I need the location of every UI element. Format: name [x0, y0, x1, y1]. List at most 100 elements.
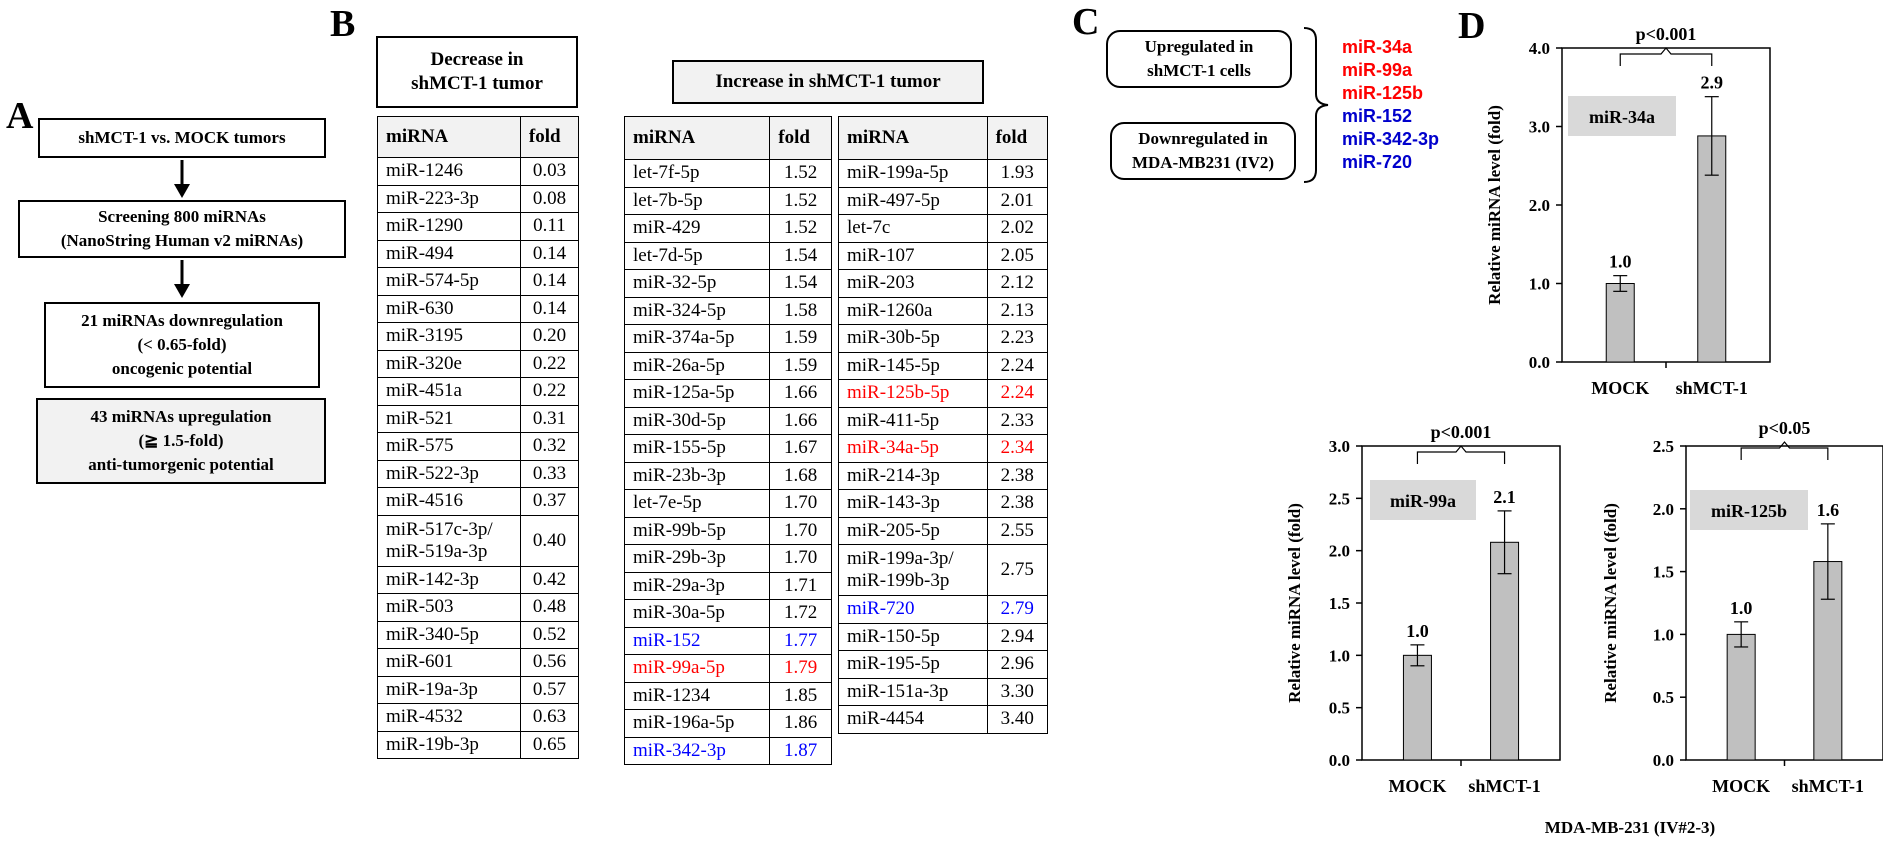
increase-rows-1-row: miR-32-5p 1.54	[623, 269, 832, 298]
y-axis-label: Relative miRNA level (fold)	[1285, 503, 1304, 703]
mirna-name: miR-152	[623, 626, 771, 655]
mirna-name: miR-29a-3p	[623, 571, 771, 600]
mirna-name: miR-29b-3p	[623, 544, 771, 573]
increase-rows-2-row: miR-214-3p 2.38	[838, 461, 1049, 490]
mirna-name: miR-503	[377, 593, 521, 622]
decrease-rows-row: miR-223-3p 0.08	[377, 184, 580, 213]
increase-rows-1-row: miR-196a-5p 1.86	[623, 709, 832, 738]
bar-chart-mir-125b: 0.0 0.5 1.0 1.5 2.0 2.5 Relative miRNA level (…	[1601, 418, 1883, 796]
panel-label-a: A	[6, 95, 34, 137]
fold-value: 1.67	[769, 434, 832, 463]
increase-rows-1-row: let-7b-5p 1.52	[623, 186, 832, 215]
fold-value: 2.34	[986, 434, 1049, 463]
bar-mock	[1726, 633, 1756, 761]
increase-rows-2-row: miR-4454 3.40	[838, 705, 1049, 734]
increase-rows-2-row: miR-125b-5p 2.24	[838, 379, 1049, 408]
decrease-rows-row: miR-601 0.56	[377, 648, 580, 677]
increase1-col-fold: fold	[769, 116, 832, 160]
mirna-name: miR-720	[838, 595, 988, 624]
decrease-rows-row: miR-451a 0.22	[377, 377, 580, 406]
mirna-name: let-7e-5p	[623, 489, 771, 518]
fold-value: 0.31	[519, 404, 580, 433]
fold-value: 2.75	[986, 544, 1049, 596]
value-label: 1.0	[1609, 252, 1632, 272]
y-tick-label: 1.0	[1653, 625, 1674, 644]
fold-value: 0.56	[519, 648, 580, 677]
increase-rows-1-row: miR-26a-5p 1.59	[623, 351, 832, 380]
increase-rows-1-row: miR-429 1.52	[623, 214, 832, 243]
fold-value: 3.30	[986, 677, 1049, 706]
fold-value: 2.12	[986, 269, 1049, 298]
fold-value: 0.57	[519, 675, 580, 704]
decrease-rows-row: miR-3195 0.20	[377, 322, 580, 351]
mirna-name: miR-32-5p	[623, 269, 771, 298]
fold-value: 1.87	[769, 736, 832, 765]
cell-line-caption: MDA-MB-231 (IV#2-3)	[1544, 818, 1716, 837]
fold-value: 2.05	[986, 241, 1049, 270]
decrease-rows-row: miR-575 0.32	[377, 432, 580, 461]
upregulated-box: Upregulated in shMCT-1 cells	[1106, 30, 1292, 88]
decrease-rows-row: miR-521 0.31	[377, 404, 580, 433]
increase-rows-2-row: miR-143-3p 2.38	[838, 489, 1049, 518]
y-tick-label: 0.5	[1329, 699, 1350, 718]
panel-label-b: B	[330, 3, 356, 45]
mirna-name: miR-203	[838, 269, 988, 298]
fold-value: 2.38	[986, 489, 1049, 518]
bar-shmct-1	[1490, 541, 1520, 761]
mirna-name: miR-574-5p	[377, 267, 521, 296]
increase-rows-1-row: miR-99b-5p 1.70	[623, 516, 832, 545]
fold-value: 1.93	[986, 159, 1049, 188]
fold-value: 0.40	[519, 514, 580, 567]
increase-rows-1-row: miR-29a-3p 1.71	[623, 571, 832, 600]
flow-box-down-line2: (< 0.65-fold)	[137, 335, 227, 354]
increase-rows-2-row: miR-107 2.05	[838, 241, 1049, 270]
fold-value: 1.58	[769, 296, 832, 325]
fold-value: 3.40	[986, 705, 1049, 734]
increase-rows-1-row: miR-30d-5p 1.66	[623, 406, 832, 435]
decrease-rows-row: miR-517c-3p/ miR-519a-3p 0.40	[377, 514, 580, 567]
fold-value: 1.70	[769, 516, 832, 545]
category-label: MOCK	[1388, 776, 1446, 796]
flow-box-downregulation: 21 miRNAs downregulation (< 0.65-fold) o…	[44, 302, 320, 388]
fold-value: 1.77	[769, 626, 832, 655]
y-tick-label: 1.5	[1329, 594, 1350, 613]
fold-value: 0.65	[519, 730, 580, 759]
significance-bracket	[1416, 445, 1506, 464]
fold-value: 2.79	[986, 595, 1049, 624]
value-label: 2.9	[1701, 73, 1724, 93]
mirna-name: miR-451a	[377, 377, 521, 406]
mirna-name: miR-26a-5p	[623, 351, 771, 380]
decrease-title-line2: shMCT-1 tumor	[411, 73, 543, 94]
fold-value: 0.22	[519, 377, 580, 406]
increase-rows-2-row: miR-145-5p 2.24	[838, 351, 1049, 380]
upregulated-line2: shMCT-1 cells	[1147, 61, 1251, 80]
decrease-rows-row: miR-320e 0.22	[377, 349, 580, 378]
increase-rows-2-row: let-7c 2.02	[838, 214, 1049, 243]
mirna-name: miR-143-3p	[838, 489, 988, 518]
mirna-name: miR-99a-5p	[623, 654, 771, 683]
y-tick-label: 1.0	[1529, 275, 1550, 294]
fold-value: 1.72	[769, 599, 832, 628]
downregulated-line1: Downregulated in	[1138, 129, 1268, 148]
mirna-name: miR-23b-3p	[623, 461, 771, 490]
increase-rows-1-row: miR-152 1.77	[623, 626, 832, 655]
mirna-name: let-7d-5p	[623, 241, 771, 270]
increase-rows-2-row: miR-195-5p 2.96	[838, 650, 1049, 679]
mirna-name: miR-521	[377, 404, 521, 433]
fold-value: 1.59	[769, 351, 832, 380]
y-axis-label: Relative miRNA level (fold)	[1601, 503, 1620, 703]
mirna-name: miR-99b-5p	[623, 516, 771, 545]
decrease-rows-row: miR-503 0.48	[377, 593, 580, 622]
increase-rows-2-row: miR-34a-5p 2.34	[838, 434, 1049, 463]
mirna-name: miR-1260a	[838, 296, 988, 325]
mirna-name: miR-1290	[377, 212, 521, 241]
decrease-rows-row: miR-340-5p 0.52	[377, 620, 580, 649]
increase-title-box: Increase in shMCT-1 tumor	[672, 60, 984, 104]
mirna-label: miR-34a	[1589, 107, 1655, 127]
mirna-name: miR-374a-5p	[623, 324, 771, 353]
fold-value: 0.08	[519, 184, 580, 213]
y-tick-label: 0.0	[1529, 353, 1550, 372]
y-tick-label: 0.0	[1653, 751, 1674, 770]
mirna-name: miR-30b-5p	[838, 324, 988, 353]
fold-value: 2.33	[986, 406, 1049, 435]
